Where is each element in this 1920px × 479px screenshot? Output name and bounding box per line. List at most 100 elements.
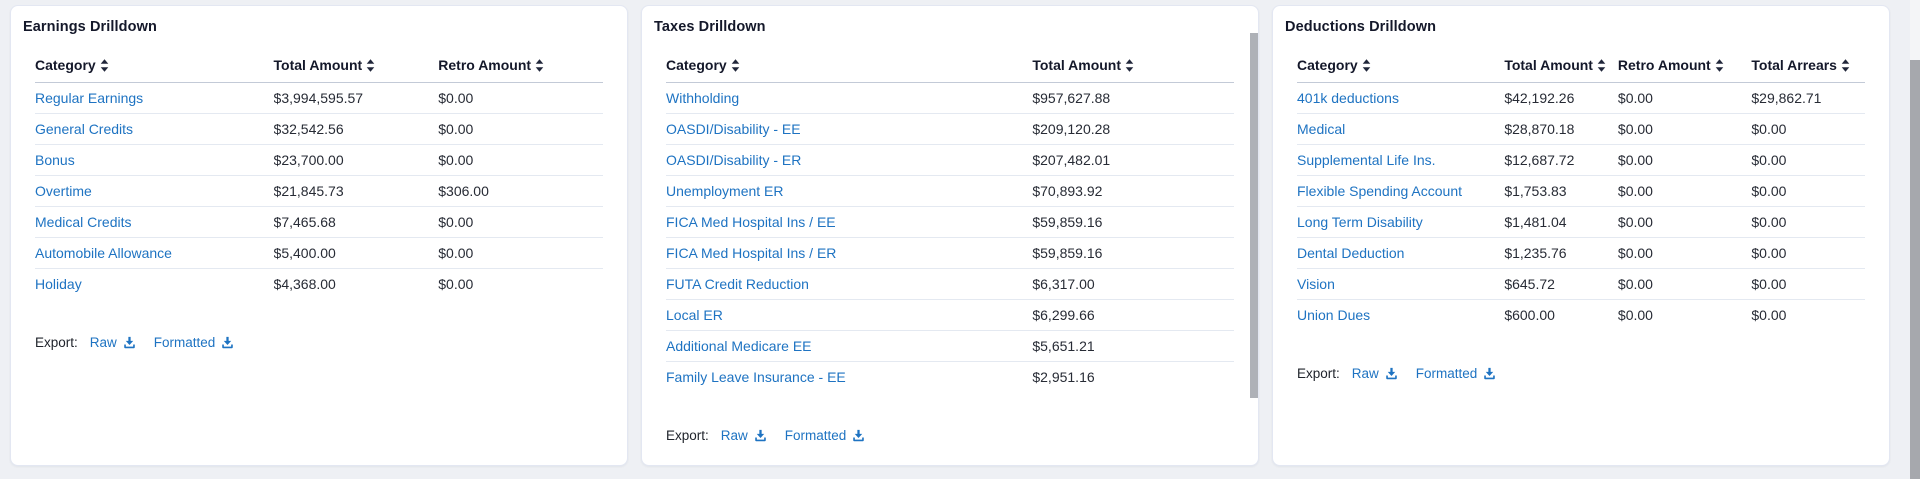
table-row: Family Leave Insurance - EE $2,951.16 [666, 362, 1234, 393]
column-header-total-amount[interactable]: Total Amount [1504, 51, 1618, 83]
column-header-total-amount[interactable]: Total Amount [273, 51, 439, 83]
export-formatted-link[interactable]: Formatted [1416, 366, 1497, 381]
sort-icon[interactable] [1715, 58, 1724, 72]
table-row: Overtime $21,845.73 $306.00 [35, 175, 603, 207]
export-raw-link[interactable]: Raw [1352, 366, 1398, 381]
category-link[interactable]: Unemployment ER [666, 183, 784, 199]
amount-cell: $0.00 [1751, 175, 1865, 207]
column-header-total-amount[interactable]: Total Amount [1032, 51, 1234, 83]
export-label: Export: [1297, 366, 1340, 381]
category-link[interactable]: Flexible Spending Account [1297, 183, 1462, 199]
category-cell: Long Term Disability [1297, 206, 1505, 238]
category-cell: Holiday [35, 269, 274, 300]
amount-cell: $0.00 [1751, 237, 1865, 269]
download-icon [853, 429, 865, 442]
export-formatted-link[interactable]: Formatted [154, 335, 235, 350]
category-link[interactable]: Supplemental Life Ins. [1297, 152, 1436, 168]
category-link[interactable]: OASDI/Disability - EE [666, 121, 801, 137]
category-cell: General Credits [35, 113, 274, 145]
sort-icon[interactable] [535, 58, 544, 72]
amount-cell: $6,317.00 [1032, 268, 1234, 300]
amount-cell: $32,542.56 [273, 113, 439, 145]
table-row: Supplemental Life Ins. $12,687.72 $0.00 $0.… [1297, 144, 1865, 176]
sort-icon[interactable] [731, 58, 740, 72]
category-link[interactable]: Overtime [35, 183, 92, 199]
column-header-retro-amount[interactable]: Retro Amount [438, 51, 603, 83]
category-link[interactable]: FUTA Credit Reduction [666, 276, 809, 292]
category-link[interactable]: Medical Credits [35, 214, 132, 230]
export-raw-link[interactable]: Raw [721, 428, 767, 443]
category-link[interactable]: Additional Medicare EE [666, 338, 812, 354]
amount-cell: $0.00 [438, 113, 603, 145]
category-cell: FICA Med Hospital Ins / ER [666, 237, 1033, 269]
column-header-label: Total Amount [1032, 57, 1122, 73]
amount-cell: $29,862.71 [1751, 82, 1865, 114]
category-link[interactable]: Automobile Allowance [35, 245, 172, 261]
category-link[interactable]: Withholding [666, 90, 740, 106]
download-icon [1386, 367, 1397, 380]
table-row: Medical $28,870.18 $0.00 $0.00 [1297, 113, 1865, 145]
table-row: OASDI/Disability - EE $209,120.28 [666, 113, 1234, 145]
column-header-retro-amount[interactable]: Retro Amount [1617, 51, 1752, 83]
category-link[interactable]: FICA Med Hospital Ins / EE [666, 214, 836, 230]
sort-icon[interactable] [1125, 58, 1134, 72]
amount-cell: $0.00 [438, 237, 603, 269]
category-link[interactable]: Medical [1297, 121, 1346, 137]
sort-icon[interactable] [1362, 58, 1371, 72]
category-link[interactable]: FICA Med Hospital Ins / ER [666, 245, 837, 261]
amount-cell: $0.00 [1617, 268, 1752, 300]
table-row: General Credits $32,542.56 $0.00 [35, 113, 603, 145]
category-link[interactable]: Holiday [35, 276, 82, 292]
amount-cell: $0.00 [438, 82, 603, 114]
column-header-total-arrears[interactable]: Total Arrears [1751, 51, 1865, 83]
column-header-label: Category [666, 57, 727, 73]
column-header-label: Category [1297, 57, 1358, 73]
category-cell: FICA Med Hospital Ins / EE [666, 206, 1033, 238]
export-raw-link[interactable]: Raw [90, 335, 136, 350]
sort-icon[interactable] [1597, 58, 1606, 72]
amount-cell: $21,845.73 [273, 175, 439, 207]
category-link[interactable]: Long Term Disability [1297, 214, 1423, 230]
category-link[interactable]: Bonus [35, 152, 75, 168]
page-scrollbar-track[interactable] [1910, 0, 1920, 479]
table-row: Local ER $6,299.66 [666, 299, 1234, 331]
page-scrollbar-thumb[interactable] [1910, 60, 1920, 479]
export-formatted-link[interactable]: Formatted [785, 428, 866, 443]
sort-icon[interactable] [100, 58, 109, 72]
column-header-label: Total Amount [1504, 57, 1593, 73]
category-cell: OASDI/Disability - EE [666, 113, 1033, 145]
category-link[interactable]: Dental Deduction [1297, 245, 1405, 261]
amount-cell: $7,465.68 [273, 206, 439, 238]
amount-cell: $1,753.83 [1504, 175, 1618, 207]
column-header-category[interactable]: Category [35, 51, 274, 83]
category-link[interactable]: Union Dues [1297, 307, 1371, 323]
download-icon [1484, 367, 1496, 380]
category-link[interactable]: Local ER [666, 307, 723, 323]
category-link[interactable]: Regular Earnings [35, 90, 144, 106]
amount-cell: $207,482.01 [1032, 144, 1234, 176]
amount-cell: $0.00 [1617, 175, 1752, 207]
category-link[interactable]: OASDI/Disability - ER [666, 152, 802, 168]
column-header-label: Retro Amount [438, 57, 532, 73]
category-cell: Family Leave Insurance - EE [666, 362, 1032, 393]
panel-title: Earnings Drilldown [23, 19, 157, 35]
sort-icon[interactable] [366, 58, 375, 72]
sort-icon[interactable] [1841, 58, 1850, 72]
taxes-panel-scrollbar-thumb[interactable] [1250, 33, 1258, 398]
category-cell: Vision [1297, 268, 1505, 300]
category-cell: Overtime [35, 175, 274, 207]
category-cell: Additional Medicare EE [666, 330, 1033, 362]
column-header-label: Total Amount [273, 57, 363, 73]
column-header-category[interactable]: Category [1297, 51, 1505, 83]
category-link[interactable]: Family Leave Insurance - EE [666, 369, 846, 385]
category-cell: Medical Credits [35, 206, 274, 238]
taxes-drilldown-panel: Taxes Drilldown Category Total Amount With… [641, 5, 1259, 466]
column-header-category[interactable]: Category [666, 51, 1033, 83]
header-row: Category Total Amount [666, 51, 1234, 83]
category-link[interactable]: General Credits [35, 121, 134, 137]
category-link[interactable]: Vision [1297, 276, 1335, 292]
export-row: Export: Raw Formatted [652, 428, 1248, 443]
table-row: Medical Credits $7,465.68 $0.00 [35, 206, 603, 238]
column-header-label: Total Arrears [1751, 57, 1837, 73]
category-link[interactable]: 401k deductions [1297, 90, 1399, 106]
